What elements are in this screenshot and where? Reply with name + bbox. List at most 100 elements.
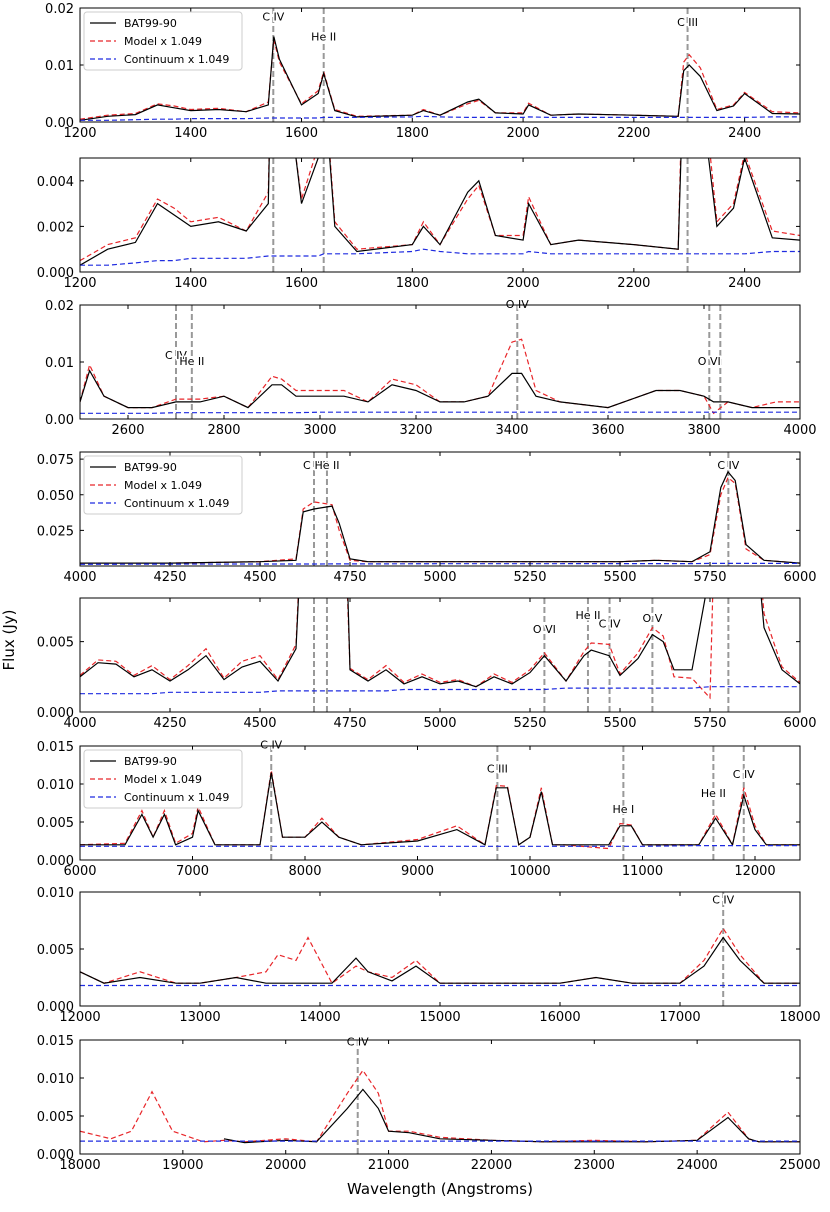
x-tick-label: 1800 (396, 276, 429, 291)
y-tick-label: 0.000 (37, 266, 74, 281)
legend-label: Model x 1.049 (124, 479, 202, 492)
x-tick-label: 7000 (176, 864, 209, 879)
series-line (80, 598, 800, 700)
y-tick-label: 0.005 (37, 943, 74, 958)
y-tick-label: 0.004 (37, 175, 74, 190)
legend-label: BAT99-90 (124, 17, 177, 30)
panel: 1200 1400 1600 1800 2000 2200 2400 0.00 0.01 0.02… (45, 2, 801, 141)
legend-label: Continuum x 1.049 (124, 791, 229, 804)
x-tick-label: 4000 (63, 570, 96, 585)
axes-frame (79, 891, 801, 1007)
series-line (80, 411, 800, 414)
plot-area (80, 746, 800, 860)
y-tick-label: 0.002 (37, 220, 74, 235)
x-tick-label: 1600 (285, 276, 318, 291)
series-line (80, 158, 800, 262)
line-label: C IV (303, 459, 325, 472)
x-tick-label: 1600 (285, 126, 318, 141)
x-tick-label: 1200 (63, 276, 96, 291)
x-tick-label: 2200 (617, 126, 650, 141)
y-tick-label: 0.000 (37, 706, 74, 721)
line-label: He II (179, 355, 204, 368)
line-label: C III (487, 763, 508, 776)
x-tick-label: 23000 (574, 1158, 615, 1173)
axes-frame (79, 745, 801, 861)
x-tick-label: 2000 (507, 276, 540, 291)
line-label: He II (314, 459, 339, 472)
series-line (80, 338, 800, 415)
y-tick-label: 0.015 (37, 1034, 74, 1049)
panel: 12000 13000 14000 15000 16000 17000 18000 0.000… (37, 886, 821, 1025)
line-label: He II (311, 30, 336, 43)
x-tick-label: 1400 (174, 276, 207, 291)
x-tick-label: 2400 (728, 276, 761, 291)
x-tick-label: 1200 (63, 126, 96, 141)
x-tick-label: 8000 (288, 864, 321, 879)
line-label: C IV (717, 459, 739, 472)
y-tick-label: 0.000 (37, 854, 74, 869)
line-label: O VI (698, 355, 721, 368)
x-tick-label: 5500 (603, 716, 636, 731)
x-tick-label: 21000 (368, 1158, 409, 1173)
y-tick-label: 0.000 (37, 1148, 74, 1163)
x-tick-label: 4750 (333, 570, 366, 585)
x-tick-label: 24000 (676, 1158, 717, 1173)
panel: 18000 19000 20000 21000 22000 23000 24000 25000… (37, 1034, 821, 1173)
line-label: He I (612, 803, 634, 816)
y-tick-label: 0.02 (45, 2, 74, 17)
plot-area (80, 158, 800, 272)
line-label: He II (701, 787, 726, 800)
line-label: He II (575, 609, 600, 622)
series-line (80, 369, 800, 409)
axes-frame (79, 1039, 801, 1155)
y-tick-label: 0.005 (37, 1110, 74, 1125)
x-tick-label: 12000 (59, 1010, 100, 1025)
x-tick-label: 4250 (153, 570, 186, 585)
x-tick-label: 2000 (507, 126, 540, 141)
x-tick-label: 2200 (617, 276, 650, 291)
x-tick-label: 5250 (513, 570, 546, 585)
x-tick-label: 4750 (333, 716, 366, 731)
plot-area (80, 1040, 800, 1154)
series-line (80, 772, 800, 847)
legend-box (83, 749, 243, 809)
y-tick-label: 0.00 (45, 413, 74, 428)
x-tick-label: 5250 (513, 716, 546, 731)
x-tick-label: 4250 (153, 716, 186, 731)
x-tick-label: 5000 (423, 570, 456, 585)
x-tick-label: 6000 (783, 716, 816, 731)
x-tick-label: 3400 (495, 423, 528, 438)
x-tick-label: 2600 (111, 423, 144, 438)
y-tick-label: 0.005 (37, 816, 74, 831)
y-tick-label: 0.010 (37, 1072, 74, 1087)
series-line (223, 1088, 800, 1144)
legend-box (83, 455, 243, 515)
plot-area (80, 892, 800, 1006)
x-tick-label: 15000 (419, 1010, 460, 1025)
y-tick-label: 0.010 (37, 778, 74, 793)
y-tick-label: 0.010 (37, 886, 74, 901)
series-line (80, 36, 800, 121)
x-tick-label: 1400 (174, 126, 207, 141)
axes-frame (79, 597, 801, 713)
y-tick-label: 0.01 (45, 59, 74, 74)
x-tick-label: 18000 (59, 1158, 100, 1173)
line-label: O V (643, 612, 663, 625)
series-line (80, 936, 800, 984)
series-line (80, 248, 800, 266)
legend-label: BAT99-90 (124, 461, 177, 474)
y-tick-label: 0.00 (45, 116, 74, 131)
panel: 4000 4250 4500 4750 5000 5250 5500 5750 6000 0.00… (37, 597, 817, 731)
line-label: O IV (506, 298, 529, 311)
x-tick-label: 5750 (693, 570, 726, 585)
legend-label: Model x 1.049 (124, 35, 202, 48)
x-tick-label: 3600 (591, 423, 624, 438)
x-tick-label: 14000 (299, 1010, 340, 1025)
x-tick-label: 5750 (693, 716, 726, 731)
y-tick-label: 0.025 (37, 524, 74, 539)
x-tick-label: 13000 (179, 1010, 220, 1025)
x-tick-label: 9000 (401, 864, 434, 879)
x-tick-label: 16000 (539, 1010, 580, 1025)
line-label: C IV (347, 1035, 369, 1048)
